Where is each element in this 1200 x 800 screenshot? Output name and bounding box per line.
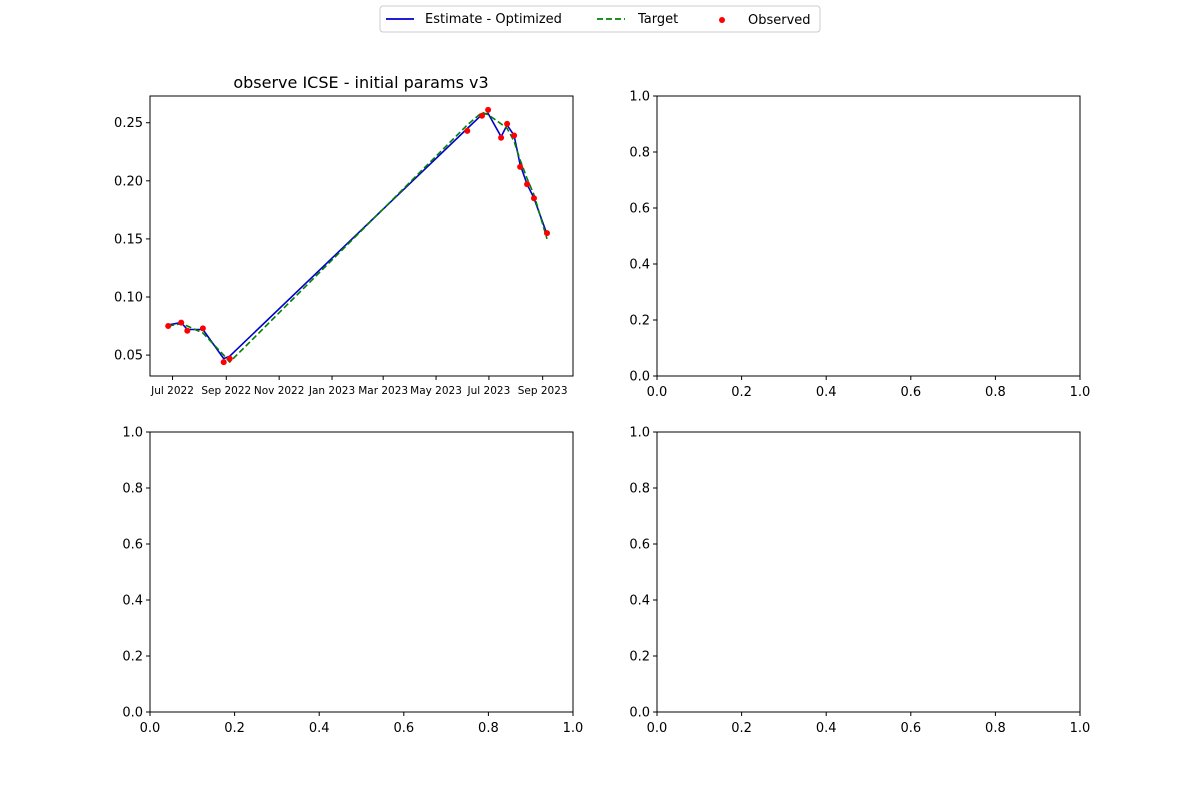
y-tick-label: 0.25 <box>114 116 143 131</box>
observed-point <box>199 325 206 332</box>
x-tick-label: 0.6 <box>393 721 414 736</box>
x-tick-label: 0.4 <box>816 385 837 400</box>
plot-frame <box>149 431 574 713</box>
x-tick-label: Jul 2022 <box>150 385 194 397</box>
observed-point <box>504 120 511 127</box>
plot-frame <box>656 431 1081 713</box>
y-tick-label: 0.2 <box>122 650 143 665</box>
subplot-top-left: observe ICSE - initial params v3 Jul 202… <box>114 73 574 397</box>
y-tick-label: 0.8 <box>629 482 650 497</box>
observed-point <box>165 323 172 329</box>
y-tick-label: 0.4 <box>629 594 650 609</box>
target-line <box>168 111 548 363</box>
legend: Estimate - Optimized Target Observed <box>379 5 821 33</box>
x-tick-label: 0.8 <box>985 721 1006 736</box>
y-tick-label: 0.0 <box>122 706 143 721</box>
x-tick-label: Jan 2023 <box>308 385 355 397</box>
observed-point <box>531 195 537 202</box>
x-tick-label: 1.0 <box>1070 721 1091 736</box>
x-tick-label: 0.2 <box>224 721 245 736</box>
observed-point <box>184 327 191 334</box>
legend-target-label: Target <box>637 12 678 27</box>
legend-observed-swatch <box>719 17 725 23</box>
y-tick-label: 0.6 <box>629 202 650 217</box>
subplot-bottom-left: 0.0 0.2 0.4 0.6 0.8 1.0 0.0 0.2 0.4 0.6 0.8 1.0 <box>122 426 583 737</box>
observed-point <box>517 163 524 170</box>
y-tick-label: 1.0 <box>629 426 650 441</box>
x-tick-label: 0.0 <box>140 721 161 736</box>
y-tick-label: 0.05 <box>114 349 143 364</box>
x-tick-label: 0.6 <box>900 385 921 400</box>
plot-frame <box>656 95 1081 377</box>
x-tick-label: 0.2 <box>731 385 752 400</box>
x-tick-label: 0.8 <box>985 385 1006 400</box>
y-tick-label: 0.6 <box>122 538 143 553</box>
y-tick-label: 0.2 <box>629 314 650 329</box>
x-tick-label: 0.2 <box>731 721 752 736</box>
y-tick-label: 0.2 <box>629 650 650 665</box>
legend-estimate-label: Estimate - Optimized <box>425 12 562 27</box>
x-tick-label: May 2023 <box>410 385 462 397</box>
x-tick-label: 0.0 <box>647 721 668 736</box>
subplot-bottom-right: 0.0 0.2 0.4 0.6 0.8 1.0 0.0 0.2 0.4 0.6 0.8 1.0 <box>629 426 1090 737</box>
observed-point <box>220 359 227 366</box>
x-tick-label: 0.4 <box>309 721 330 736</box>
x-tick-label: 0.8 <box>478 721 499 736</box>
observed-point <box>524 181 531 188</box>
y-tick-label: 1.0 <box>122 426 143 441</box>
observed-point <box>464 127 471 134</box>
observed-point <box>498 134 505 141</box>
x-tick-label: 0.6 <box>900 721 921 736</box>
y-tick-label: 0.6 <box>629 538 650 553</box>
y-tick-label: 0.4 <box>629 258 650 273</box>
x-tick-label: Mar 2023 <box>358 385 408 397</box>
x-tick-label: Jul 2023 <box>467 385 511 397</box>
observed-point <box>511 132 518 139</box>
estimate-line <box>168 112 548 360</box>
y-tick-label: 0.10 <box>114 290 143 305</box>
y-tick-label: 0.20 <box>114 174 143 189</box>
x-tick-label: Sep 2023 <box>518 385 568 397</box>
observed-point <box>479 112 485 119</box>
x-tick-label: 1.0 <box>563 721 584 736</box>
subplot-title: observe ICSE - initial params v3 <box>233 73 488 92</box>
observed-point <box>485 106 492 113</box>
legend-observed-label: Observed <box>748 13 811 28</box>
subplot-top-right: 0.0 0.2 0.4 0.6 0.8 1.0 0.0 0.2 0.4 0.6 0.8 1.0 <box>629 90 1090 401</box>
y-tick-label: 0.0 <box>629 706 650 721</box>
x-tick-label: Nov 2022 <box>254 385 305 397</box>
y-tick-label: 0.15 <box>114 232 143 247</box>
y-tick-label: 0.8 <box>629 146 650 161</box>
x-tick-label: 1.0 <box>1070 385 1091 400</box>
observed-point <box>178 319 185 326</box>
y-tick-label: 0.8 <box>122 482 143 497</box>
plot-frame <box>149 95 574 377</box>
y-tick-label: 1.0 <box>629 90 650 105</box>
x-tick-label: Sep 2022 <box>201 385 251 397</box>
x-tick-label: 0.4 <box>816 721 837 736</box>
observed-point <box>226 355 233 362</box>
y-tick-label: 0.4 <box>122 594 143 609</box>
x-tick-label: 0.0 <box>647 385 668 400</box>
y-tick-label: 0.0 <box>629 370 650 385</box>
observed-point <box>544 230 550 237</box>
